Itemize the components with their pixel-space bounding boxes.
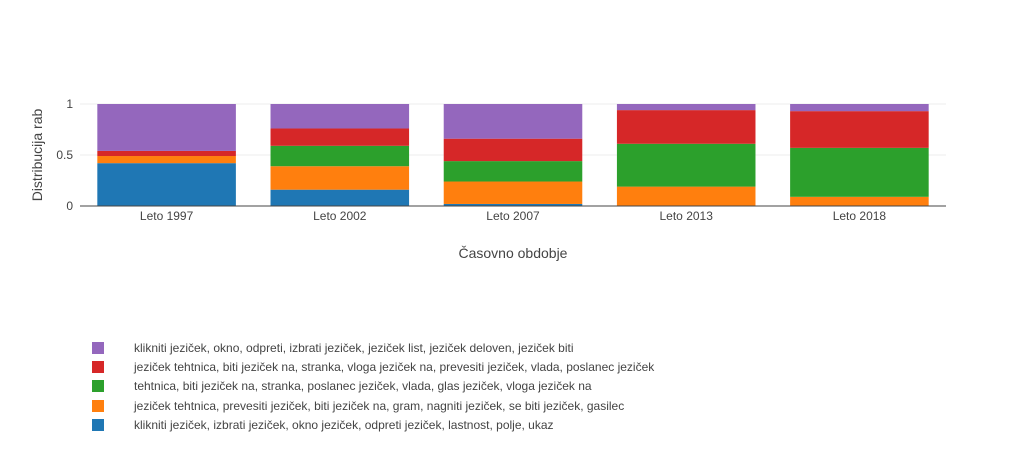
y-tick-label: 1 [66, 97, 73, 111]
bar-segment [97, 104, 236, 151]
x-axis-ticks: Leto 1997 Leto 2002 Leto 2007 Leto 2013 Leto… [140, 209, 887, 223]
bar-segment [790, 196, 929, 206]
bar-segment [616, 104, 756, 111]
x-tick-label: Leto 2007 [486, 209, 540, 223]
legend-item[interactable]: tehtnica, biti jeziček na, stranka, posl… [92, 377, 654, 396]
bar-segment [270, 104, 410, 129]
legend-item[interactable]: jeziček tehtnica, biti jeziček na, stran… [92, 357, 654, 376]
legend-swatch [92, 419, 104, 432]
legend-item[interactable]: jeziček tehtnica, prevesiti jeziček, bit… [92, 396, 654, 415]
bar-segment [616, 143, 756, 187]
x-tick-label: Leto 2002 [313, 209, 367, 223]
bar-segment [443, 161, 583, 182]
legend-swatch [92, 341, 104, 354]
bar-segment [616, 186, 756, 206]
y-axis-ticks: 00.51 [56, 97, 73, 213]
y-axis-title: Distribucija rab [29, 108, 45, 201]
bar-segment [443, 203, 583, 206]
bar-segment [443, 181, 583, 204]
bar-segment [790, 111, 929, 148]
bar-segment [270, 166, 410, 190]
y-tick-label: 0 [66, 199, 73, 213]
x-tick-label: Leto 2013 [660, 209, 714, 223]
bar-segment [790, 104, 929, 112]
legend-label: tehtnica, biti jeziček na, stranka, posl… [134, 379, 592, 394]
bar-segment [616, 110, 756, 144]
legend: klikniti jeziček, okno, odpreti, izbrati… [92, 338, 654, 435]
legend-label: jeziček tehtnica, prevesiti jeziček, bit… [134, 398, 625, 413]
legend-label: klikniti jeziček, izbrati jeziček, okno … [134, 418, 554, 433]
bar-segment [270, 128, 410, 146]
bar-segment [270, 145, 410, 167]
bar-segment [97, 163, 236, 206]
bars [97, 104, 929, 206]
bar-segment [443, 104, 583, 139]
legend-label: jeziček tehtnica, biti jeziček na, stran… [134, 360, 655, 375]
x-tick-label: Leto 2018 [833, 209, 887, 223]
legend-swatch [92, 399, 104, 412]
legend-swatch [92, 380, 104, 393]
legend-item[interactable]: klikniti jeziček, okno, odpreti, izbrati… [92, 338, 654, 357]
legend-swatch [92, 361, 104, 374]
x-axis-title: Časovno obdobje [459, 245, 568, 261]
bar-segment [270, 189, 410, 206]
y-tick-label: 0.5 [56, 148, 73, 162]
bar-segment [790, 147, 929, 197]
legend-label: klikniti jeziček, okno, odpreti, izbrati… [134, 340, 574, 355]
legend-item[interactable]: klikniti jeziček, izbrati jeziček, okno … [92, 416, 654, 435]
bar-segment [97, 156, 236, 164]
bar-segment [97, 150, 236, 157]
x-tick-label: Leto 1997 [140, 209, 194, 223]
bar-segment [443, 138, 583, 162]
